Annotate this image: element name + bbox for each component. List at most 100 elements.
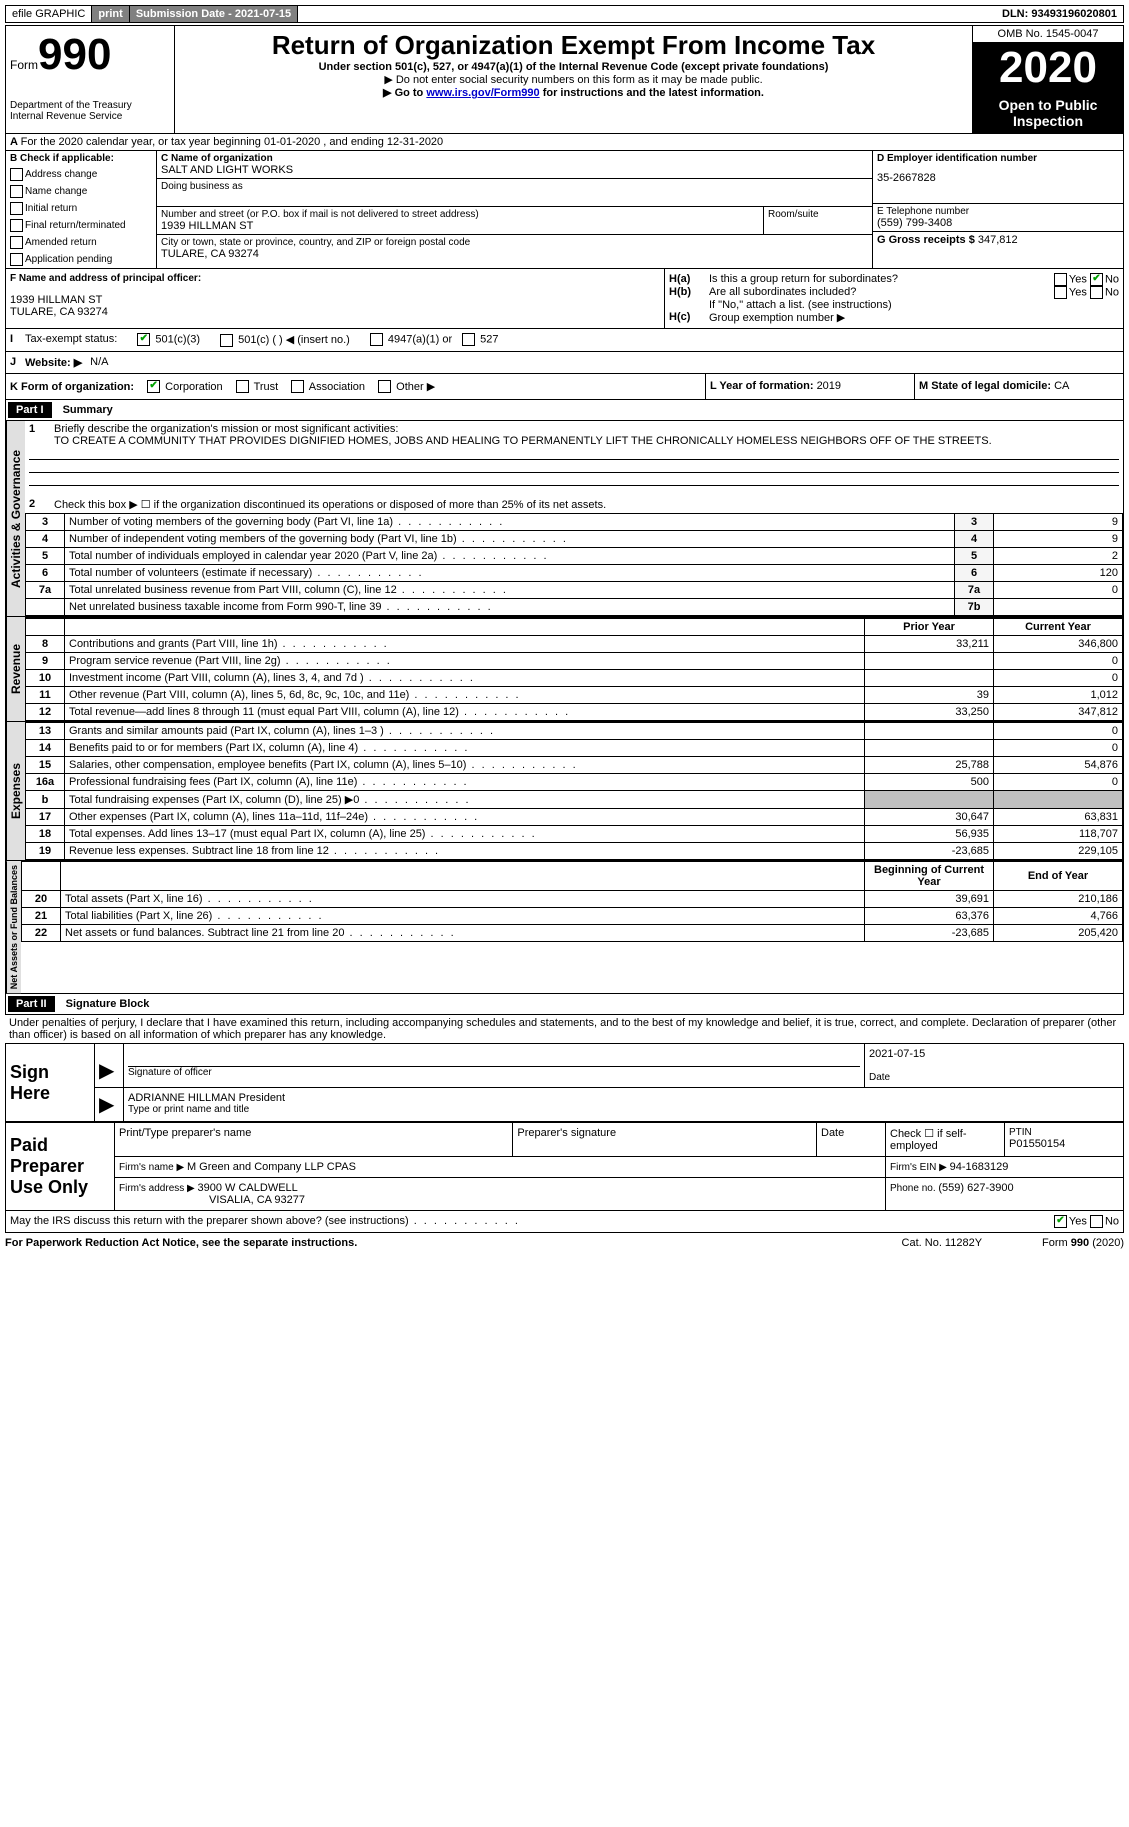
pra-notice: For Paperwork Reduction Act Notice, see … <box>5 1237 357 1249</box>
year-label: L Year of formation: <box>710 380 817 392</box>
check-address[interactable]: Address change <box>6 166 156 183</box>
section-net: Net Assets or Fund Balances <box>6 861 21 993</box>
org-name-label: C Name of organization <box>161 153 868 164</box>
gov-table: 3Number of voting members of the governi… <box>25 513 1123 616</box>
form-ref: Form 990 (2020) <box>1042 1237 1124 1249</box>
check-501c[interactable]: 501(c) ( ) ◀ (insert no.) <box>220 333 350 347</box>
prep-phone: (559) 627-3900 <box>938 1182 1013 1194</box>
firm-addr2: VISALIA, CA 93277 <box>119 1194 881 1206</box>
open-public-label: Open to Public Inspection <box>973 93 1123 133</box>
rev-table: Prior YearCurrent Year8Contributions and… <box>25 617 1123 721</box>
dept-label: Department of the Treasury Internal Reve… <box>10 100 170 122</box>
net-table: Beginning of Current YearEnd of Year20To… <box>21 861 1123 942</box>
ptin-value: P01550154 <box>1009 1138 1119 1150</box>
irs-link[interactable]: www.irs.gov/Form990 <box>426 87 539 99</box>
part2-header: Part II <box>8 996 55 1012</box>
check-name[interactable]: Name change <box>6 183 156 200</box>
dln: DLN: 93493196020801 <box>996 6 1123 22</box>
part-1: Part I Summary Activities & Governance 1… <box>5 400 1124 994</box>
firm-name-label: Firm's name ▶ <box>119 1162 187 1173</box>
firm-ein-label: Firm's EIN ▶ <box>890 1162 950 1173</box>
firm-addr-label: Firm's address ▶ <box>119 1183 198 1194</box>
gross-label: G Gross receipts $ <box>877 234 978 246</box>
section-governance: Activities & Governance <box>6 421 25 616</box>
phone-label: E Telephone number <box>877 206 1119 217</box>
section-expenses: Expenses <box>6 722 25 860</box>
room-label: Room/suite <box>768 209 868 220</box>
klm-row: K Form of organization: ✔ Corporation Tr… <box>5 374 1124 401</box>
print-button[interactable]: print <box>92 6 129 22</box>
firm-name: M Green and Company LLP CPAS <box>187 1161 356 1173</box>
sig-date: 2021-07-15 <box>869 1048 1119 1060</box>
discuss-yes[interactable]: ✔Yes No <box>1054 1215 1119 1228</box>
cat-no: Cat. No. 11282Y <box>902 1237 983 1249</box>
check-4947[interactable]: 4947(a)(1) or <box>370 333 452 347</box>
check-assoc[interactable]: Association <box>291 381 365 393</box>
line-a: A For the 2020 calendar year, or tax yea… <box>5 134 1124 151</box>
officer-name-label: Type or print name and title <box>128 1104 1119 1115</box>
line-i: I Tax-exempt status: ✔ 501(c)(3) 501(c) … <box>5 329 1124 352</box>
website-label: Website: ▶ <box>25 356 82 369</box>
h-a-yes[interactable]: Yes ✔No <box>1054 273 1119 286</box>
city-state-zip: TULARE, CA 93274 <box>161 248 868 260</box>
info-grid: B Check if applicable: Address change Na… <box>5 151 1124 269</box>
part1-header: Part I <box>8 402 52 418</box>
check-527[interactable]: 527 <box>462 333 498 347</box>
discuss-row: May the IRS discuss this return with the… <box>5 1211 1124 1233</box>
h-b-yes[interactable]: Yes No <box>1054 286 1119 299</box>
street-address: 1939 HILLMAN ST <box>161 220 759 232</box>
prep-sig-label: Preparer's signature <box>513 1123 817 1157</box>
check-other[interactable]: Other ▶ <box>378 381 435 393</box>
tax-year: 2020 <box>973 43 1123 93</box>
gross-value: 347,812 <box>978 234 1018 246</box>
addr-label: Number and street (or P.O. box if mail i… <box>161 209 759 220</box>
firm-addr1: 3900 W CALDWELL <box>198 1182 298 1194</box>
h-c-label: Group exemption number ▶ <box>709 311 845 324</box>
officer-label: F Name and address of principal officer: <box>10 273 660 284</box>
website-value: N/A <box>90 356 108 369</box>
check-trust[interactable]: Trust <box>236 381 279 393</box>
discuss-question: May the IRS discuss this return with the… <box>10 1215 409 1227</box>
check-pending[interactable]: Application pending <box>6 251 156 268</box>
footer-row: For Paperwork Reduction Act Notice, see … <box>5 1233 1124 1253</box>
box-b-label: B Check if applicable: <box>6 151 156 166</box>
h-note: If "No," attach a list. (see instruction… <box>669 299 1119 311</box>
phone-value: (559) 799-3408 <box>877 217 1119 229</box>
prep-name-label: Print/Type preparer's name <box>115 1123 513 1157</box>
sig-label: Signature of officer <box>128 1067 860 1078</box>
line1-label: Briefly describe the organization's miss… <box>54 423 398 435</box>
declaration-text: Under penalties of perjury, I declare th… <box>5 1015 1124 1043</box>
check-final[interactable]: Final return/terminated <box>6 217 156 234</box>
check-amended[interactable]: Amended return <box>6 234 156 251</box>
check-corp[interactable]: ✔ Corporation <box>147 381 223 393</box>
line-j: J Website: ▶ N/A <box>5 352 1124 374</box>
tax-status-label: Tax-exempt status: <box>25 333 117 347</box>
h-a-label: Is this a group return for subordinates? <box>709 273 1054 286</box>
arrow-icon: ▶ <box>95 1044 124 1088</box>
section-revenue: Revenue <box>6 617 25 721</box>
ptin-label: PTIN <box>1009 1127 1119 1138</box>
h-b-label: Are all subordinates included? <box>709 286 1054 299</box>
prep-self-label[interactable]: Check ☐ if self-employed <box>886 1123 1005 1157</box>
check-initial[interactable]: Initial return <box>6 200 156 217</box>
firm-ein: 94-1683129 <box>950 1161 1009 1173</box>
sig-date-label: Date <box>869 1072 1119 1083</box>
officer-addr1: 1939 HILLMAN ST <box>10 294 660 306</box>
part-2: Part II Signature Block <box>5 994 1124 1015</box>
top-bar: efile GRAPHIC print Submission Date - 20… <box>5 5 1124 23</box>
exp-table: 13Grants and similar amounts paid (Part … <box>25 722 1123 860</box>
fh-row: F Name and address of principal officer:… <box>5 269 1124 329</box>
arrow-icon: ▶ <box>95 1088 124 1122</box>
sign-here-label: Sign Here <box>6 1044 95 1122</box>
org-name: SALT AND LIGHT WORKS <box>161 164 868 176</box>
form-label: Form <box>10 58 38 72</box>
prep-phone-label: Phone no. <box>890 1183 938 1194</box>
domicile-label: M State of legal domicile: <box>919 380 1054 392</box>
mission-text: TO CREATE A COMMUNITY THAT PROVIDES DIGN… <box>29 435 1119 447</box>
check-501c3[interactable]: ✔ 501(c)(3) <box>137 333 200 347</box>
form-number: 990 <box>38 30 111 79</box>
officer-name: ADRIANNE HILLMAN President <box>128 1092 1119 1104</box>
submission-date: Submission Date - 2021-07-15 <box>130 6 298 22</box>
sign-block: Sign Here ▶ Signature of officer 2021-07… <box>5 1043 1124 1122</box>
org-form-label: K Form of organization: <box>10 381 134 393</box>
